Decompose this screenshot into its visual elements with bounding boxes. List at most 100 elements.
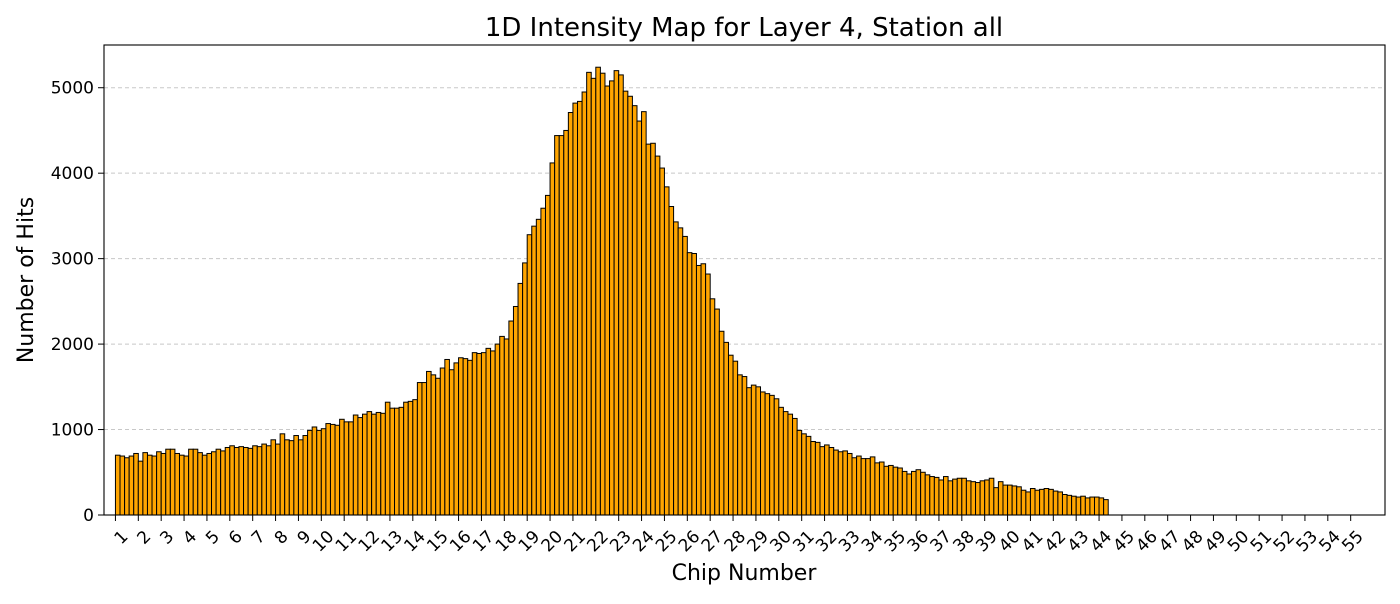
bar: [1048, 488, 1054, 516]
bar: [279, 433, 286, 516]
bar: [352, 414, 359, 516]
bar: [581, 91, 588, 516]
x-tick-label: 8: [271, 527, 293, 549]
bar: [997, 481, 1004, 516]
bar: [1084, 497, 1091, 516]
bar: [727, 354, 734, 516]
y-tick-label: 5000: [51, 79, 94, 99]
bar: [1103, 499, 1109, 516]
bar: [718, 330, 725, 516]
bar: [828, 446, 835, 516]
bar: [910, 470, 917, 516]
bar: [307, 429, 313, 516]
bar: [265, 445, 272, 516]
x-tick-label: 1: [111, 527, 133, 549]
bar: [695, 264, 702, 516]
bar: [677, 227, 684, 516]
bar: [787, 413, 794, 516]
bar: [746, 387, 752, 516]
bar: [878, 461, 885, 516]
bar: [160, 452, 167, 516]
bar: [371, 413, 377, 516]
bar: [1020, 489, 1027, 516]
bar: [178, 454, 185, 516]
bar: [444, 358, 450, 516]
bar: [549, 162, 556, 516]
bar: [860, 458, 867, 516]
bar: [627, 95, 633, 516]
bar: [503, 338, 510, 516]
bar: [723, 341, 729, 516]
bar: [933, 476, 940, 516]
bar: [215, 448, 222, 516]
bar: [288, 440, 295, 516]
bar: [952, 478, 958, 516]
bar: [151, 455, 158, 516]
bar: [700, 263, 707, 516]
bar: [224, 446, 231, 516]
bar: [229, 445, 235, 516]
bar: [412, 399, 418, 516]
bar: [622, 90, 629, 516]
bar: [888, 464, 894, 516]
bar: [124, 457, 130, 516]
bar: [883, 465, 890, 516]
bar: [773, 398, 780, 516]
bar: [453, 362, 460, 516]
bar: [750, 384, 757, 516]
bar: [316, 429, 322, 516]
bar: [1029, 488, 1036, 516]
bar: [965, 480, 972, 516]
bar: [526, 234, 533, 516]
bar: [1080, 495, 1086, 516]
bar: [961, 477, 967, 516]
bar: [824, 444, 830, 516]
bar: [133, 452, 139, 516]
bar: [1057, 491, 1063, 516]
bar: [430, 374, 437, 516]
bar: [243, 446, 249, 516]
bar: [361, 413, 368, 516]
bar: [1061, 493, 1068, 516]
bar: [220, 450, 226, 516]
bar: [339, 418, 345, 516]
bar: [439, 367, 446, 516]
bar: [842, 450, 848, 516]
bar: [480, 352, 487, 516]
bar: [586, 71, 592, 516]
bar: [604, 85, 611, 516]
bar: [833, 449, 839, 516]
bar: [558, 135, 565, 516]
bar: [906, 473, 912, 516]
bar: [380, 412, 386, 516]
bar: [915, 469, 922, 516]
bar: [1075, 496, 1082, 516]
bar: [435, 377, 441, 516]
bar: [590, 77, 597, 516]
bar: [760, 391, 766, 516]
bar: [979, 480, 986, 516]
bar: [499, 335, 505, 516]
bar: [563, 129, 569, 516]
bar: [366, 411, 373, 516]
bar: [668, 206, 675, 516]
bar: [275, 443, 281, 516]
bar: [183, 455, 190, 516]
bar: [869, 456, 876, 516]
bar: [535, 218, 542, 516]
bar: [394, 407, 400, 516]
bar: [508, 320, 514, 516]
bar: [993, 487, 999, 516]
bar: [801, 433, 807, 516]
bar: [901, 470, 908, 516]
bar: [636, 120, 643, 516]
bar: [540, 207, 546, 516]
bar: [329, 423, 336, 516]
bar: [284, 439, 290, 516]
bar: [343, 421, 350, 516]
bar: [517, 282, 524, 516]
bar: [256, 446, 263, 516]
bar: [631, 105, 638, 516]
bar: [544, 194, 551, 516]
